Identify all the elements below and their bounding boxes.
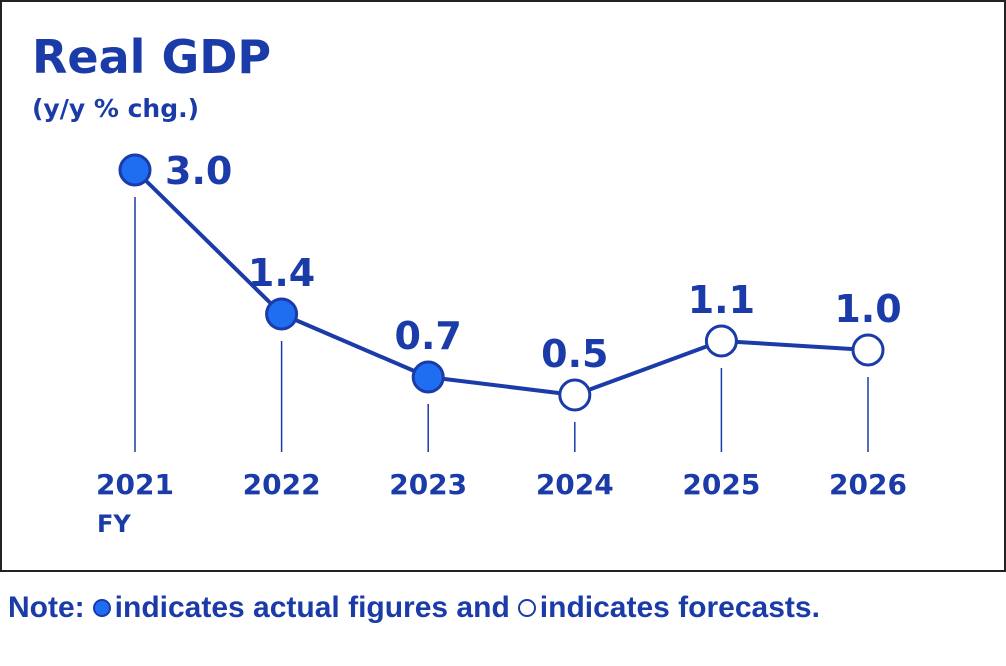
chart-frame: Real GDP (y/y % chg.) 3.0 1.4 0.7 0.5 1.1 1.0… (0, 0, 1006, 572)
note-actual-text: indicates actual figures and (114, 591, 510, 624)
actual-point-2022 (265, 297, 299, 331)
filled-circle-icon (92, 599, 111, 617)
footnote: Note: indicates actual figures and indic… (8, 584, 1004, 632)
series-line (133, 168, 869, 397)
forecast-point-2026 (851, 333, 885, 367)
x-tick-label-2021: 2021 (96, 468, 174, 501)
x-tick-label-2024: 2024 (536, 468, 614, 501)
data-label-2023: 0.7 (395, 314, 462, 358)
data-label-2026: 1.0 (834, 287, 901, 331)
forecast-point-2025 (704, 324, 738, 358)
x-tick-label-2025: 2025 (682, 468, 760, 501)
data-labels: 3.0 1.4 0.7 0.5 1.1 1.0 (165, 149, 902, 376)
chart-subtitle: (y/y % chg.) (32, 94, 199, 123)
line-chart: Real GDP (y/y % chg.) 3.0 1.4 0.7 0.5 1.1 1.0… (0, 0, 1006, 572)
data-label-2022: 1.4 (248, 251, 315, 295)
actual-point-2021 (118, 153, 152, 187)
guide-lines (134, 197, 869, 452)
x-tick-label-2023: 2023 (389, 468, 467, 501)
x-tick-label-2026: 2026 (829, 468, 907, 501)
data-points (118, 153, 885, 412)
chart-title: Real GDP (32, 30, 271, 84)
chart-border (0, 0, 1006, 572)
data-label-2025: 1.1 (688, 278, 755, 322)
forecast-point-2024 (558, 378, 592, 412)
open-circle-icon (517, 599, 536, 617)
x-axis-unit-label: FY (97, 510, 131, 538)
actual-point-2023 (411, 360, 445, 394)
data-label-2024: 0.5 (541, 332, 608, 376)
data-label-2021: 3.0 (165, 149, 232, 193)
note-prefix: Note: (8, 591, 85, 624)
x-axis-labels: 2021 2022 2023 2024 2025 2026 (96, 468, 907, 501)
note-forecast-text: indicates forecasts. (539, 591, 820, 624)
x-tick-label-2022: 2022 (243, 468, 321, 501)
